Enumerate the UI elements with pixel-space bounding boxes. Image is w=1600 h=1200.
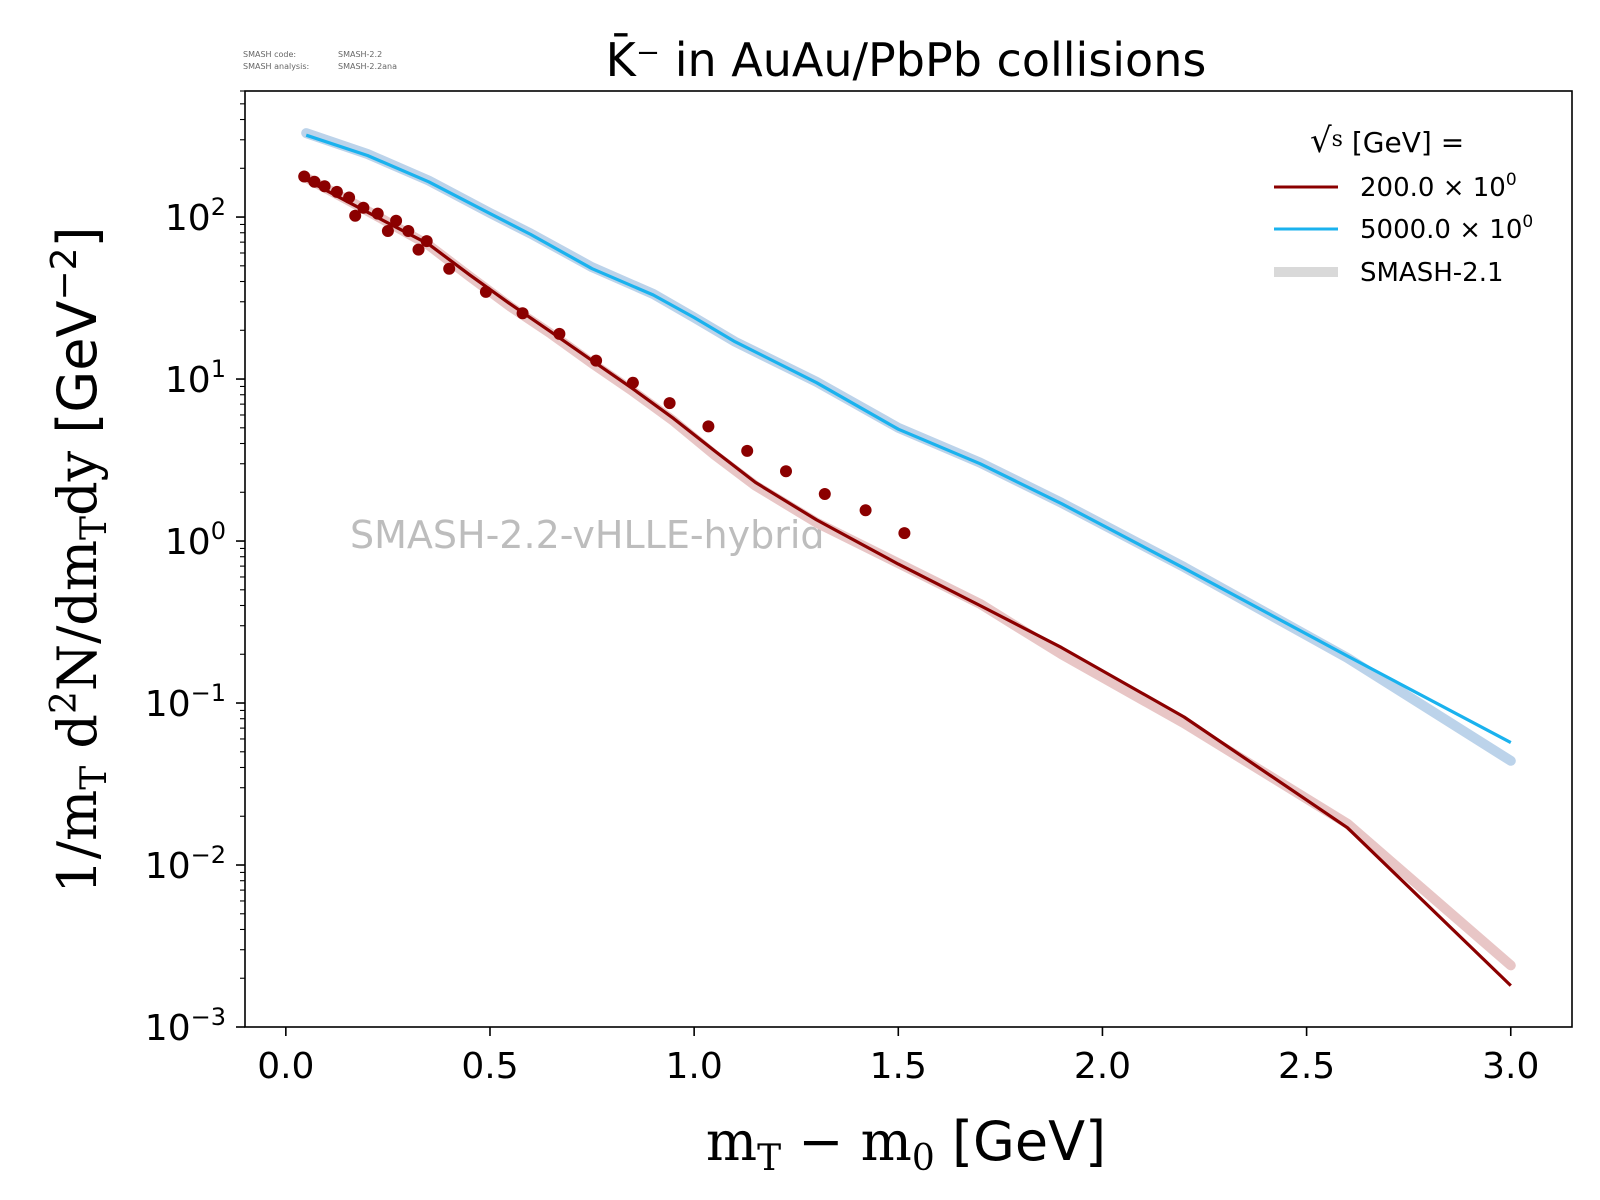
data-point [412,243,425,256]
data-point [349,209,362,222]
data-point [443,262,456,275]
data-point [590,354,603,367]
data-point [402,225,415,237]
y-tick-label: 10−3 [145,1003,226,1049]
data-point [898,527,911,540]
data-point [626,376,639,389]
legend-label-200: 200.0 × 100 [1360,170,1517,203]
smash-code-value: SMASH-2.2 [338,50,382,59]
y-axis-label: 1/mT d2N/dmTdy [GeV−2] [44,226,115,893]
data-point [553,327,566,340]
data-point [516,307,529,320]
x-axis-label: mT − m0 [GeV] [706,1110,1106,1179]
data-point [318,180,331,193]
y-tick-label: 102 [165,193,226,239]
x-tick-label: 1.0 [666,1046,723,1087]
legend: √s [GeV] = 200.0 × 100 5000.0 × 100 SMAS… [1274,121,1533,288]
y-axis-ticks: 102 101 100 10−1 10−2 10−3 [145,90,245,1049]
legend-label-5000: 5000.0 × 100 [1360,212,1533,245]
data-point [818,488,831,500]
data-point [330,185,343,198]
data-point [371,207,384,220]
watermark: SMASH-2.2-vHLLE-hybrid [350,513,825,557]
data-point [702,420,715,433]
smash-code-label: SMASH code: [243,50,296,59]
x-tick-label: 0.0 [257,1046,314,1087]
data-point [381,225,394,237]
data-point [357,201,370,214]
y-tick-label: 101 [165,355,226,401]
data-point [741,444,754,457]
data-point [420,235,433,248]
plot-frame [244,90,1573,1028]
series-lines [305,133,1512,987]
series-line-5000 [305,133,1512,745]
smash-analysis-label: SMASH analysis: [243,62,309,71]
data-point [479,285,492,298]
x-tick-label: 3.0 [1482,1046,1539,1087]
legend-label-smash21: SMASH-2.1 [1360,258,1504,288]
data-point [663,397,676,410]
data-point [390,214,403,227]
x-tick-label: 0.5 [461,1046,518,1087]
x-tick-label: 1.5 [870,1046,927,1087]
chart-title: K̄⁻ in AuAu/PbPb collisions [606,33,1207,87]
data-point [859,504,872,517]
smash-analysis-value: SMASH-2.2ana [338,62,397,71]
x-tick-label: 2.0 [1074,1046,1131,1087]
y-tick-label: 10−2 [145,841,226,887]
legend-title: √s [GeV] = [1310,121,1464,161]
data-point [308,175,321,188]
data-point [298,170,311,183]
x-tick-label: 2.5 [1278,1046,1335,1087]
data-points [298,170,911,540]
smash21-band-5000 [301,128,1516,766]
x-axis-ticks: 0.0 0.5 1.0 1.5 2.0 2.5 3.0 [257,1027,1539,1087]
y-tick-label: 100 [165,517,226,563]
data-point [343,191,356,204]
y-tick-label: 10−1 [145,679,226,725]
data-point [780,465,792,478]
series-line-200 [305,178,1512,987]
